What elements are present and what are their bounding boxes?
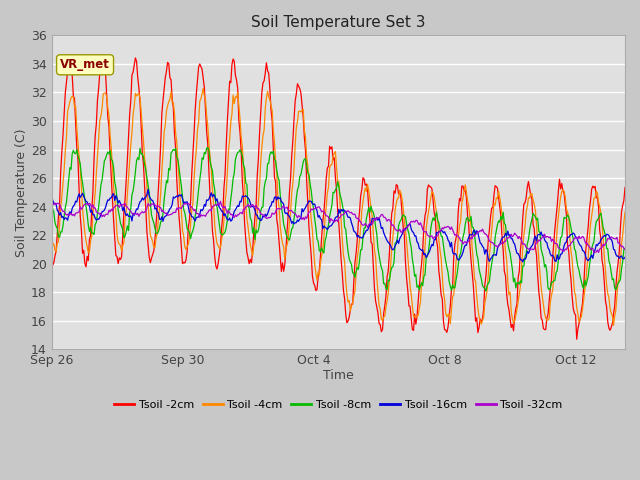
Y-axis label: Soil Temperature (C): Soil Temperature (C) xyxy=(15,128,28,257)
Title: Soil Temperature Set 3: Soil Temperature Set 3 xyxy=(251,15,426,30)
Text: VR_met: VR_met xyxy=(60,58,110,72)
X-axis label: Time: Time xyxy=(323,369,354,382)
Legend: Tsoil -2cm, Tsoil -4cm, Tsoil -8cm, Tsoil -16cm, Tsoil -32cm: Tsoil -2cm, Tsoil -4cm, Tsoil -8cm, Tsoi… xyxy=(110,396,566,415)
